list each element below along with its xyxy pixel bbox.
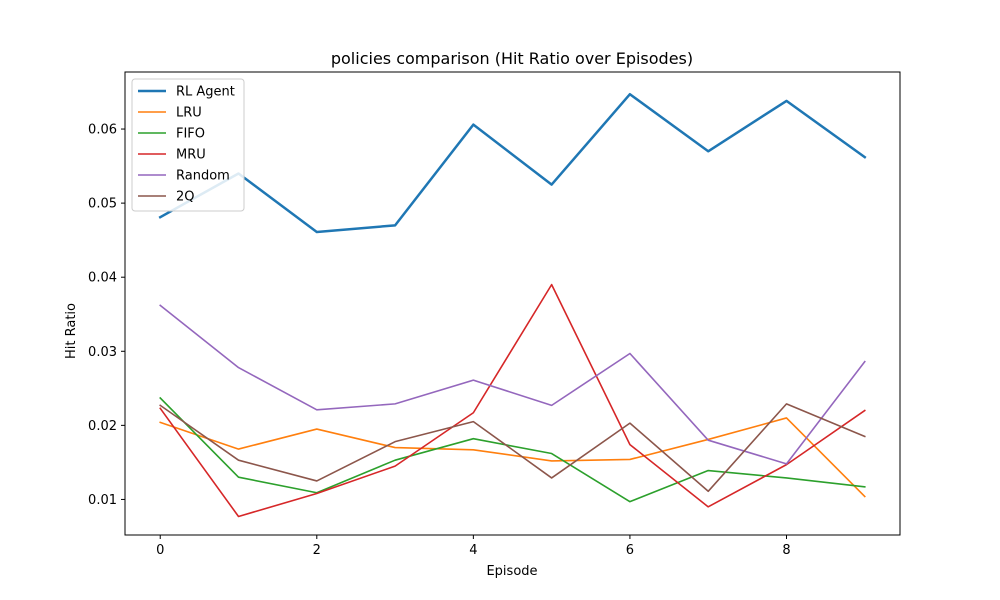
y-axis-label: Hit Ratio xyxy=(64,303,79,359)
legend-label-lru: LRU xyxy=(176,106,202,121)
series-line-fifo xyxy=(159,396,866,503)
y-tick-label: 0.06 xyxy=(88,123,117,138)
series-line-mru xyxy=(159,283,866,518)
series-line-2q xyxy=(159,403,866,493)
series-line-lru xyxy=(159,417,866,498)
x-tick-label: 4 xyxy=(469,543,477,558)
x-axis-label: Episode xyxy=(486,564,537,579)
legend-label-rl-agent: RL Agent xyxy=(176,85,235,100)
y-tick-label: 0.02 xyxy=(88,419,117,434)
series-line-random xyxy=(159,304,866,465)
x-tick-label: 6 xyxy=(626,543,634,558)
chart-title: policies comparison (Hit Ratio over Epis… xyxy=(331,49,693,68)
y-tick-label: 0.05 xyxy=(88,197,117,212)
legend-label-mru: MRU xyxy=(176,148,206,163)
y-tick-label: 0.03 xyxy=(88,345,117,360)
legend-label-2q: 2Q xyxy=(176,190,195,205)
y-tick-label: 0.01 xyxy=(88,493,117,508)
series-line-rl-agent xyxy=(158,92,867,234)
x-tick-label: 8 xyxy=(782,543,790,558)
y-tick-label: 0.04 xyxy=(88,271,117,286)
legend-label-fifo: FIFO xyxy=(176,127,205,142)
x-tick-label: 0 xyxy=(156,543,164,558)
plot-frame xyxy=(124,71,901,536)
x-tick-label: 2 xyxy=(313,543,321,558)
legend-label-random: Random xyxy=(176,169,230,184)
legend: RL Agent LRU FIFO MRU Random 2Q xyxy=(131,78,245,212)
plot-area: 0 2 4 6 8 0.01 0.02 0.03 0.04 0.05 0.06 xyxy=(88,71,901,558)
